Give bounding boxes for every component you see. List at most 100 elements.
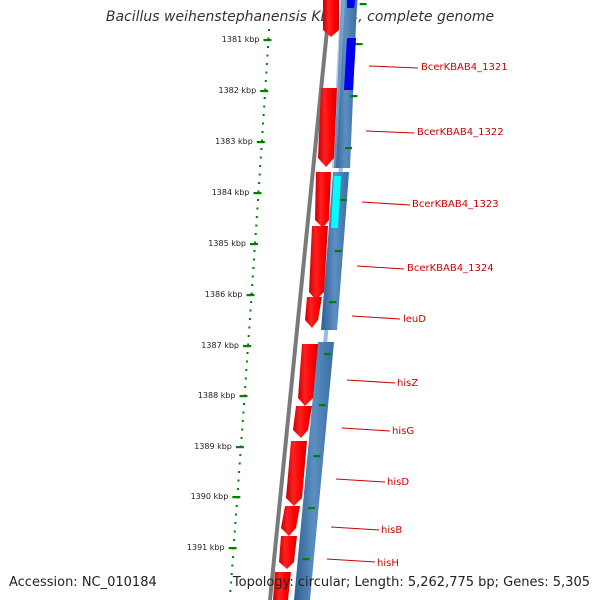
ruler-tick-label: 1387 kbp (201, 341, 239, 350)
ruler-tick (260, 90, 269, 93)
gene-leader-line (365, 130, 415, 134)
ruler-dot (245, 360, 248, 363)
ruler-dot (235, 505, 238, 507)
ruler-dot (236, 488, 239, 490)
ruler-dot (253, 250, 256, 252)
ruler-dot (233, 530, 236, 533)
forward-cds (298, 344, 318, 406)
ruler-dot (247, 335, 250, 337)
track-dash (350, 95, 358, 98)
ruler-dot (241, 420, 244, 422)
ruler-dot (262, 122, 264, 125)
gene-leader-line (368, 65, 419, 69)
track-dash (345, 147, 353, 150)
ruler-dot (239, 454, 242, 456)
ruler-dot (238, 471, 241, 473)
ruler-dot (248, 326, 251, 329)
ruler-dot (251, 284, 254, 286)
forward-cds (286, 441, 307, 506)
ruler-tick-label: 1385 kbp (208, 239, 246, 248)
ruler-dot (256, 207, 259, 210)
ruler-dot (235, 513, 237, 516)
ruler-tick (263, 39, 272, 42)
ruler-dot (268, 29, 271, 31)
ruler-tick (253, 192, 262, 195)
ruler-tick-label: 1382 kbp (218, 86, 256, 95)
track-dash (359, 3, 367, 6)
ruler-dot (251, 275, 254, 278)
ruler-ticks: 1381 kbp 1382 kbp 1383 kbp 1384 kbp 1385 kbp… (187, 35, 272, 552)
gene-label: hisG (392, 426, 414, 437)
ruler-dot (237, 479, 240, 482)
ruler-dot (246, 352, 249, 354)
ruler-dot (244, 386, 247, 388)
gene-label: hisB (381, 525, 402, 536)
track-dash (355, 43, 363, 46)
track-dash (339, 199, 347, 202)
ruler-tick (246, 294, 255, 297)
forward-cds (279, 536, 297, 569)
gene-leader-line (330, 526, 380, 531)
ruler-tick (243, 345, 251, 348)
ruler-tick-label: 1388 kbp (198, 391, 236, 400)
ruler-tick-label: 1390 kbp (191, 492, 229, 501)
ruler-dot (260, 139, 263, 142)
ruler-tick (250, 243, 258, 246)
topology-text: Topology: circular; Length: 5,262,775 bp… (232, 575, 590, 590)
ruler-dot (257, 190, 260, 193)
ruler-dot (244, 377, 247, 380)
track-dash (318, 404, 326, 407)
ruler-dot (254, 241, 257, 244)
ruler-tick (228, 547, 237, 550)
gene-leader-line (356, 265, 405, 270)
ruler-dot (263, 105, 266, 108)
ruler-tick-label: 1389 kbp (194, 442, 232, 451)
forward-cds (315, 172, 331, 228)
ruler-dot (267, 37, 270, 40)
ruler-dot (257, 199, 259, 201)
ruler-dot (247, 343, 250, 346)
ruler-dot (262, 114, 265, 116)
accession-text: Accession: NC_010184 (9, 575, 157, 590)
ruler-dot (266, 54, 269, 57)
ruler-dot (252, 267, 255, 269)
ruler-dot (265, 63, 268, 65)
ruler-dot (241, 428, 244, 431)
forward-cds (318, 88, 337, 167)
ruler-dot (264, 80, 267, 82)
ruler-dot (230, 581, 233, 584)
gene-leader-line (335, 478, 386, 483)
ruler-tick (239, 395, 248, 398)
ruler-dot (248, 318, 251, 320)
forward-cds (273, 572, 291, 600)
gene-leader-line (341, 427, 391, 432)
gene-leader-line (326, 558, 376, 563)
ruler-dot (253, 258, 255, 261)
reverse-track-segment (294, 342, 334, 600)
ruler-dot (243, 403, 245, 405)
gene-label: BcerKBAB4_1321 (421, 62, 508, 73)
ruler-tick (256, 141, 265, 144)
track-dash (329, 301, 337, 304)
gene-label: hisD (387, 477, 409, 488)
gene-label: hisH (377, 558, 399, 569)
ruler-dot (229, 590, 232, 592)
gene-label: BcerKBAB4_1322 (417, 127, 504, 138)
track-dash (307, 507, 315, 510)
track-dashes (302, 3, 367, 561)
ruler-dot (255, 216, 258, 218)
ruler-tick-label: 1391 kbp (187, 543, 225, 552)
ruler-tick-label: 1381 kbp (222, 35, 260, 44)
ruler-dot (267, 46, 269, 48)
track-dash (313, 455, 321, 458)
ruler-tick (232, 496, 241, 499)
gene-leader-line (361, 201, 411, 206)
forward-cds (309, 226, 328, 300)
gene-label: BcerKBAB4_1324 (407, 263, 494, 274)
ruler-tick-label: 1386 kbp (205, 290, 243, 299)
forward-cds (293, 406, 312, 438)
ruler-dot (249, 309, 252, 312)
ruler-dot (238, 462, 241, 465)
ruler-dot (242, 411, 245, 414)
